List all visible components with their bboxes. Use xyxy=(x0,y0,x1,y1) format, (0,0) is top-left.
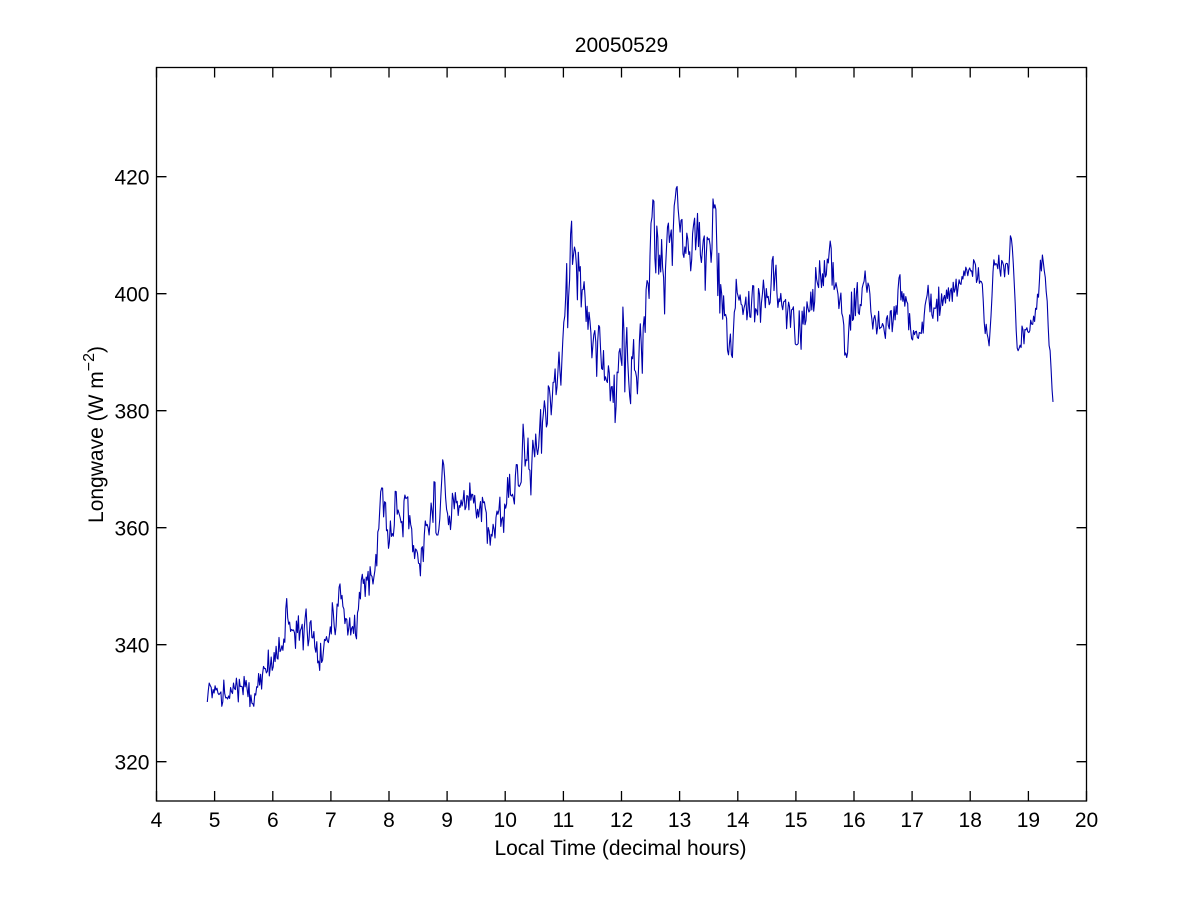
svg-text:320: 320 xyxy=(114,751,149,774)
svg-text:7: 7 xyxy=(325,809,337,832)
svg-text:400: 400 xyxy=(114,283,149,306)
svg-text:18: 18 xyxy=(959,809,982,832)
svg-text:Local Time (decimal hours): Local Time (decimal hours) xyxy=(494,837,746,860)
svg-text:420: 420 xyxy=(114,166,149,189)
svg-text:11: 11 xyxy=(552,809,574,832)
svg-text:13: 13 xyxy=(668,809,691,832)
svg-text:4: 4 xyxy=(151,809,163,832)
svg-text:360: 360 xyxy=(114,517,149,540)
svg-text:14: 14 xyxy=(726,809,750,832)
svg-text:20: 20 xyxy=(1075,809,1098,832)
svg-text:5: 5 xyxy=(209,809,221,832)
svg-text:12: 12 xyxy=(610,809,633,832)
svg-text:16: 16 xyxy=(842,809,865,832)
svg-text:340: 340 xyxy=(114,634,149,657)
svg-text:6: 6 xyxy=(267,809,279,832)
svg-text:15: 15 xyxy=(784,809,807,832)
svg-text:380: 380 xyxy=(114,400,149,423)
svg-text:19: 19 xyxy=(1017,809,1040,832)
svg-text:9: 9 xyxy=(441,809,453,832)
svg-text:17: 17 xyxy=(900,809,923,832)
svg-text:10: 10 xyxy=(494,809,517,832)
svg-text:20050529: 20050529 xyxy=(575,34,668,57)
svg-text:Longwave (W m−2): Longwave (W m−2) xyxy=(81,346,108,523)
svg-text:8: 8 xyxy=(383,809,395,832)
